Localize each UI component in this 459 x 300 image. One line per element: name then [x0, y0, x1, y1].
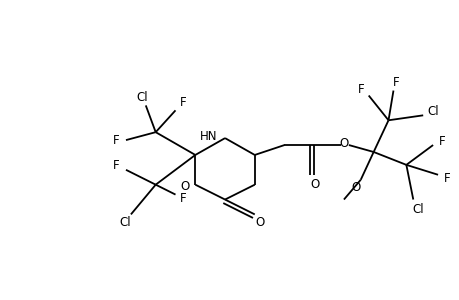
- Text: Cl: Cl: [119, 216, 130, 229]
- Text: O: O: [339, 136, 348, 150]
- Text: O: O: [310, 178, 319, 191]
- Text: O: O: [180, 180, 190, 193]
- Text: HN: HN: [199, 130, 217, 142]
- Text: Cl: Cl: [412, 203, 423, 216]
- Text: O: O: [350, 181, 360, 194]
- Text: F: F: [180, 96, 186, 109]
- Text: F: F: [442, 172, 449, 185]
- Text: F: F: [438, 135, 444, 148]
- Text: F: F: [112, 159, 119, 172]
- Text: O: O: [255, 216, 264, 229]
- Text: F: F: [392, 76, 399, 89]
- Text: F: F: [180, 192, 186, 205]
- Text: F: F: [357, 83, 364, 96]
- Text: F: F: [112, 134, 119, 147]
- Text: Cl: Cl: [426, 105, 438, 118]
- Text: Cl: Cl: [136, 91, 147, 104]
